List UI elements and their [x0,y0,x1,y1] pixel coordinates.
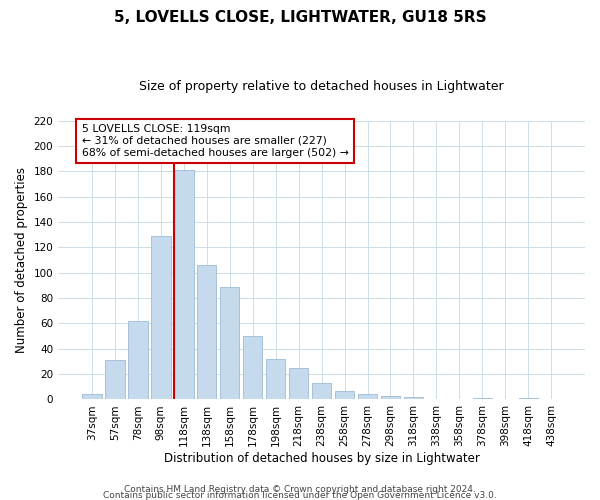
Bar [105,360,125,400]
Bar [197,265,217,400]
Bar [473,398,492,400]
Bar [243,336,262,400]
Bar [128,321,148,400]
Bar [358,394,377,400]
Bar [404,397,423,400]
Text: 5 LOVELLS CLOSE: 119sqm
← 31% of detached houses are smaller (227)
68% of semi-d: 5 LOVELLS CLOSE: 119sqm ← 31% of detache… [82,124,349,158]
Y-axis label: Number of detached properties: Number of detached properties [15,167,28,353]
Bar [381,396,400,400]
Text: 5, LOVELLS CLOSE, LIGHTWATER, GU18 5RS: 5, LOVELLS CLOSE, LIGHTWATER, GU18 5RS [113,10,487,25]
X-axis label: Distribution of detached houses by size in Lightwater: Distribution of detached houses by size … [164,452,479,465]
Bar [174,170,194,400]
Bar [289,368,308,400]
Bar [335,390,355,400]
Bar [220,286,239,400]
Bar [82,394,101,400]
Bar [266,359,286,400]
Bar [151,236,170,400]
Title: Size of property relative to detached houses in Lightwater: Size of property relative to detached ho… [139,80,504,93]
Bar [312,383,331,400]
Text: Contains HM Land Registry data © Crown copyright and database right 2024.: Contains HM Land Registry data © Crown c… [124,484,476,494]
Text: Contains public sector information licensed under the Open Government Licence v3: Contains public sector information licen… [103,490,497,500]
Bar [518,398,538,400]
